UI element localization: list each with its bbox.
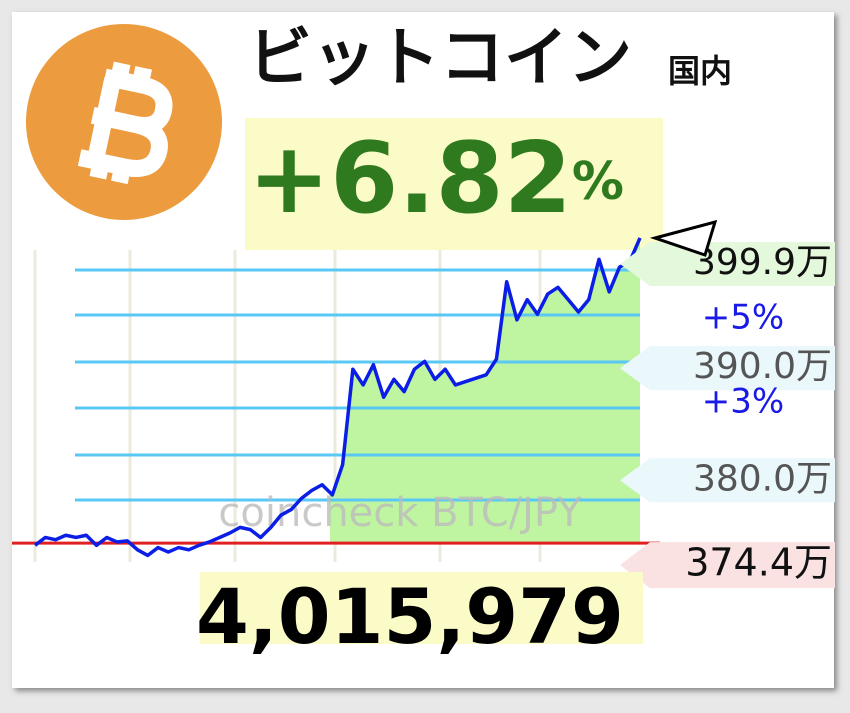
- label-tag: [620, 542, 835, 589]
- price: 4,015,979: [196, 572, 624, 661]
- price-label: 380.0万: [693, 458, 832, 499]
- change-box: [245, 118, 663, 250]
- reference-label: 374.4万: [685, 541, 832, 585]
- subtitle: 国内: [668, 52, 732, 90]
- label-tag: [620, 242, 835, 287]
- label-tag: [620, 346, 835, 391]
- price-label: 390.0万: [693, 346, 832, 387]
- bitcoin-logo: [26, 24, 222, 220]
- title: ビットコイン: [248, 22, 632, 96]
- horizontal-grid: [75, 268, 640, 502]
- label-tag: [620, 458, 835, 503]
- change-unit: %: [572, 152, 624, 212]
- change-value: +6.82%: [248, 122, 624, 236]
- price-line: [33, 237, 642, 558]
- watermark: coincheck BTC/JPY: [218, 490, 582, 536]
- percent-label: +5%: [702, 298, 784, 338]
- change-number: +6.82: [248, 122, 572, 236]
- price-box: [200, 572, 643, 644]
- price-label: 399.9万: [693, 242, 832, 283]
- pointer: [649, 219, 718, 257]
- percent-label: +3%: [702, 382, 784, 422]
